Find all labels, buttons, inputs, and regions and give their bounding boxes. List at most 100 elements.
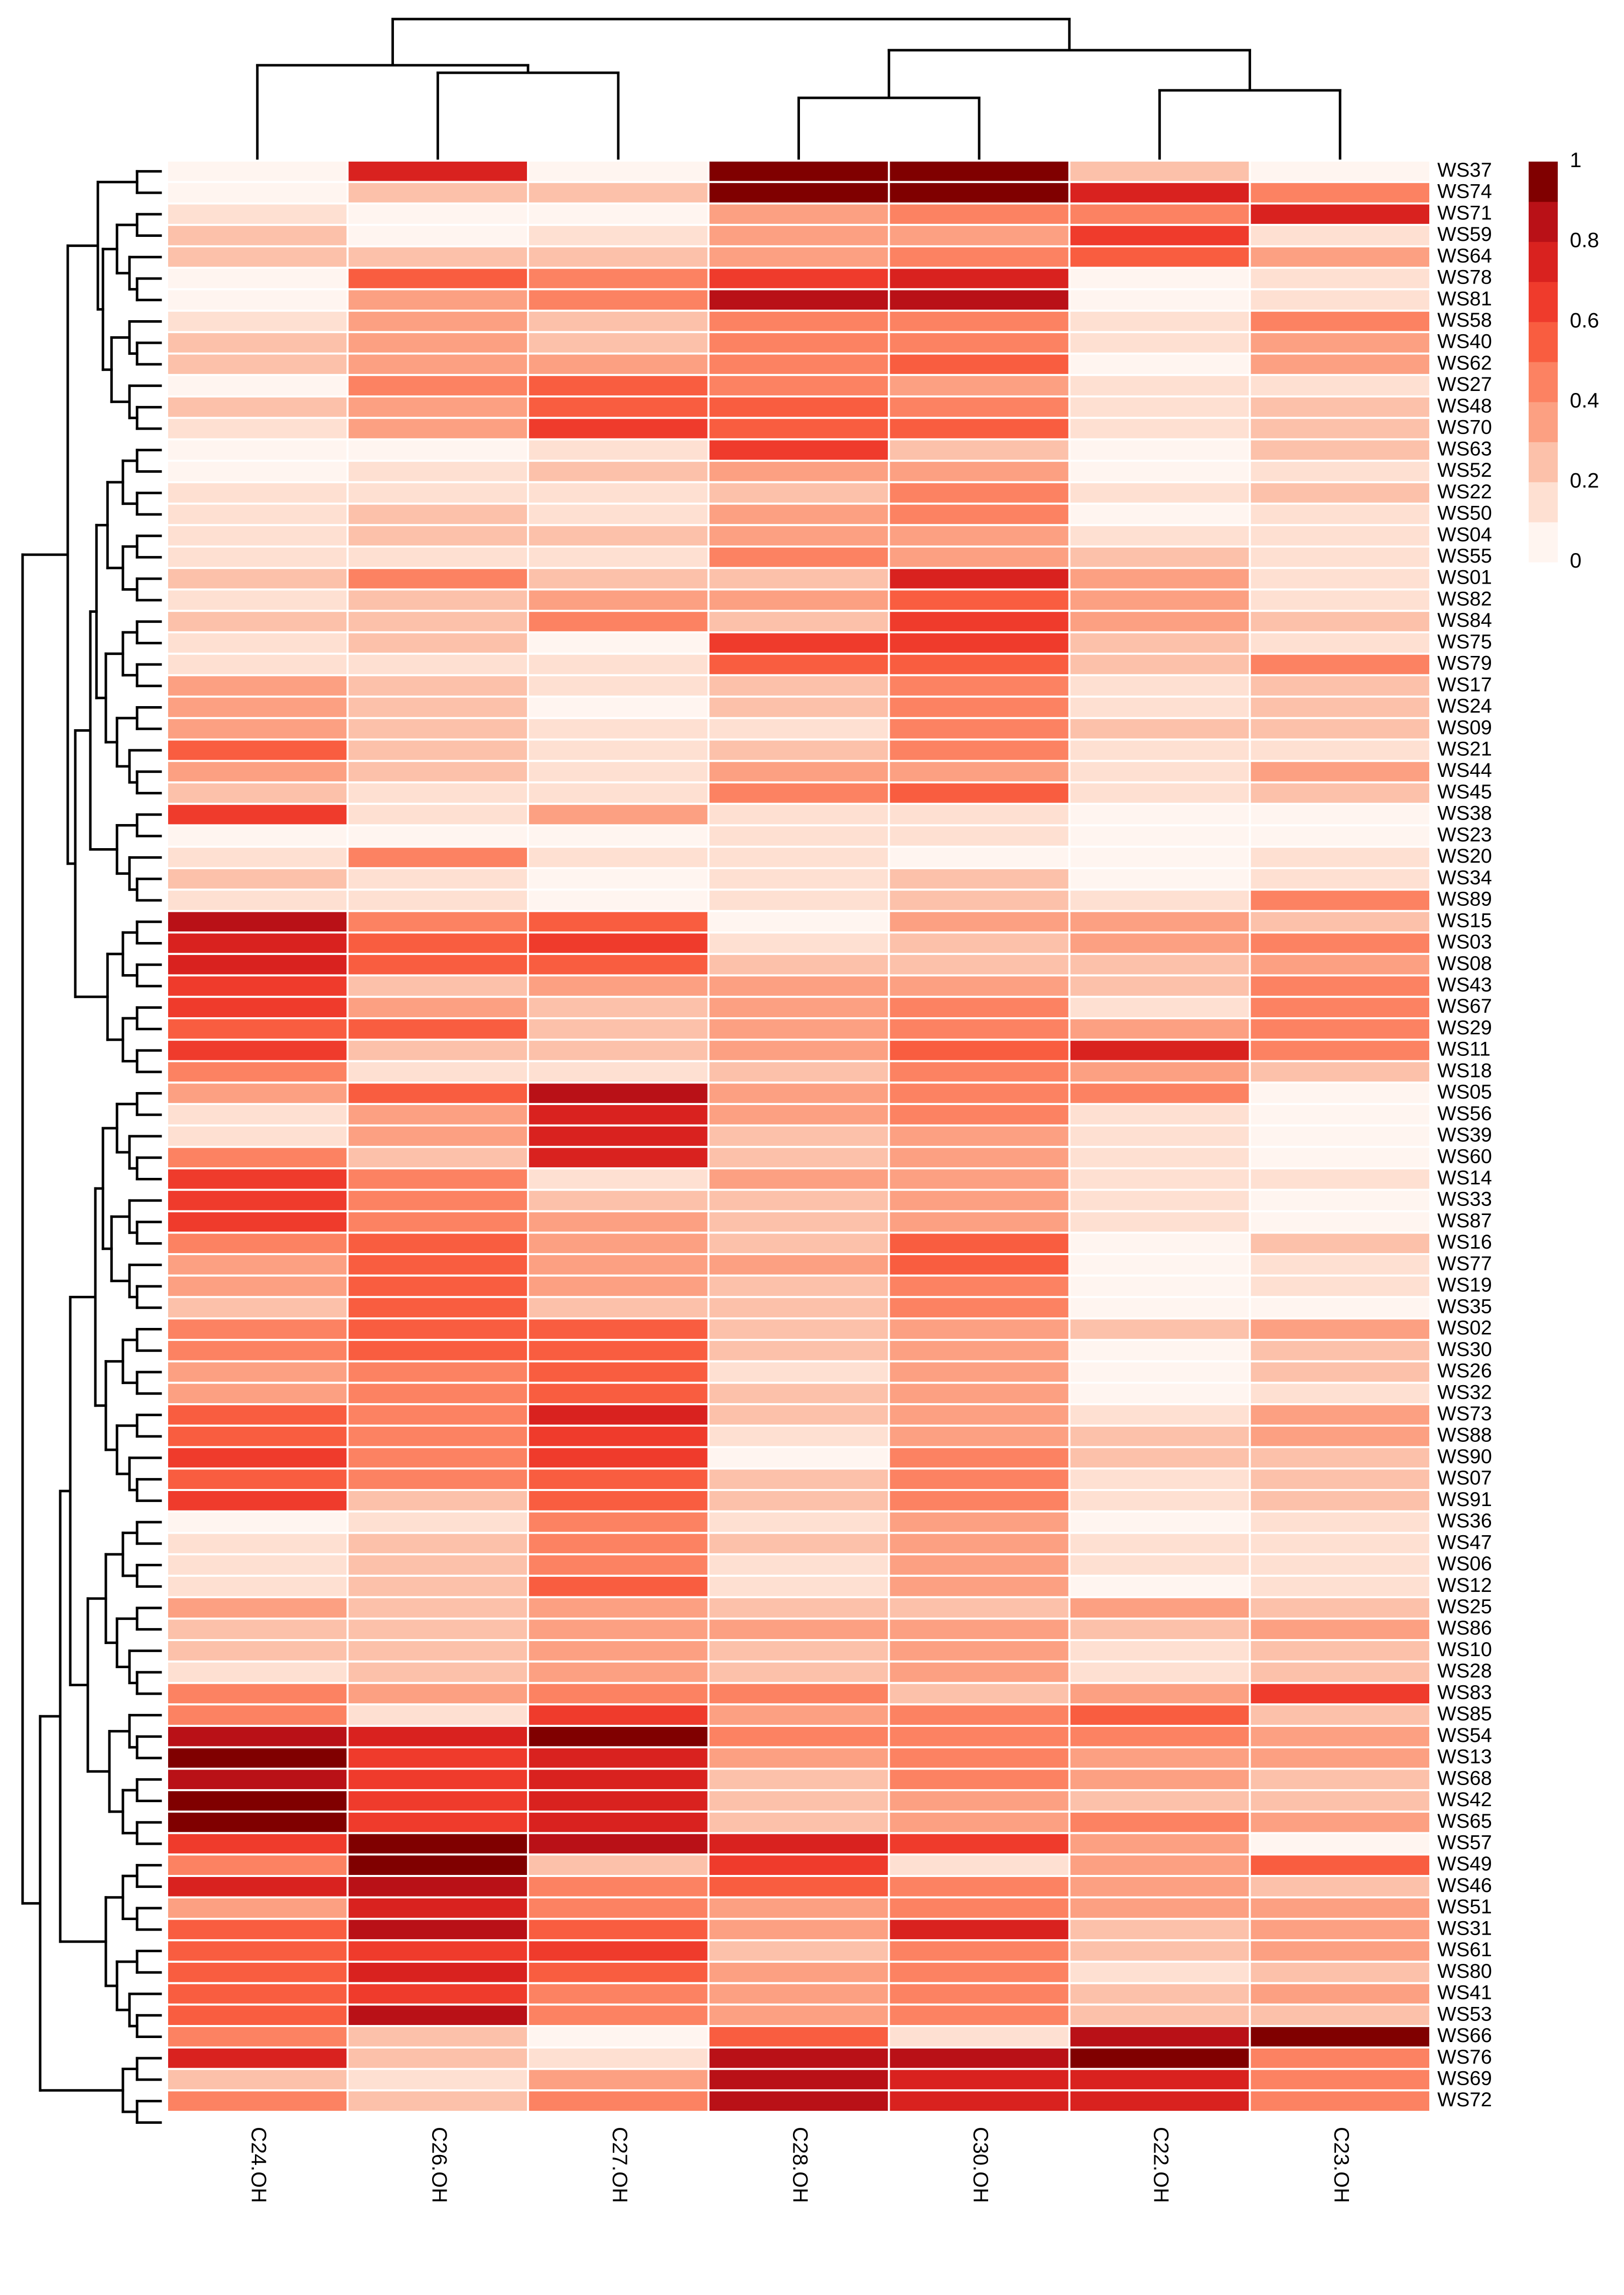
heatmap-cell <box>707 1768 890 1792</box>
heatmap-cell <box>527 1146 710 1170</box>
heatmap-cell <box>888 1832 1070 1856</box>
heatmap-cell <box>527 1768 710 1792</box>
heatmap-cell <box>888 245 1070 269</box>
row-label: WS41 <box>1437 1982 1492 2004</box>
heatmap-cell <box>888 1746 1070 1770</box>
heatmap-cell <box>346 1382 529 1406</box>
heatmap-cell <box>527 2003 710 2028</box>
heatmap-cell <box>346 674 529 698</box>
heatmap-cell <box>707 1360 890 1384</box>
heatmap-cell <box>1068 1253 1251 1277</box>
heatmap-cell <box>527 417 710 441</box>
heatmap-cell <box>1249 2046 1431 2070</box>
heatmap-cell <box>346 974 529 998</box>
heatmap-cell <box>1249 1810 1431 1834</box>
row-label: WS76 <box>1437 2046 1492 2068</box>
heatmap-cell <box>1249 1060 1431 1084</box>
heatmap-cell <box>166 717 349 741</box>
heatmap-cell <box>346 1253 529 1277</box>
heatmap-cell <box>1068 1639 1251 1663</box>
heatmap-cell <box>1249 1789 1431 1813</box>
heatmap-cell <box>527 1167 710 1191</box>
heatmap-cell <box>1068 1918 1251 1942</box>
heatmap-cell <box>346 652 529 677</box>
heatmap-cell <box>346 910 529 934</box>
row-label: WS44 <box>1437 759 1492 781</box>
heatmap-cell <box>1068 288 1251 312</box>
heatmap-cell <box>1068 888 1251 912</box>
heatmap-cell <box>166 2003 349 2028</box>
heatmap-cell <box>527 1939 710 1963</box>
heatmap-cell <box>166 245 349 269</box>
row-label: WS77 <box>1437 1253 1492 1275</box>
heatmap-cell <box>888 1574 1070 1598</box>
row-label: WS12 <box>1437 1574 1492 1596</box>
heatmap-cell <box>1249 310 1431 333</box>
heatmap-cell <box>1249 1703 1431 1727</box>
heatmap-cell <box>707 2046 890 2070</box>
heatmap-cell <box>707 1724 890 1748</box>
heatmap-cell <box>888 1660 1070 1684</box>
heatmap-cell <box>346 1832 529 1856</box>
row-label: WS15 <box>1437 909 1492 931</box>
heatmap-cell <box>1249 931 1431 955</box>
heatmap-cell <box>346 1875 529 1899</box>
heatmap-cell <box>346 2089 529 2113</box>
row-label: WS09 <box>1437 717 1492 739</box>
row-label: WS18 <box>1437 1059 1492 1082</box>
heatmap-cell <box>166 760 349 784</box>
row-label: WS49 <box>1437 1853 1492 1875</box>
heatmap-cell <box>888 1210 1070 1234</box>
heatmap-cell <box>527 524 710 548</box>
heatmap-cell <box>166 1724 349 1748</box>
heatmap-cell <box>888 781 1070 805</box>
heatmap-cell <box>1068 1446 1251 1470</box>
heatmap-cell <box>707 1639 890 1663</box>
heatmap-cell <box>527 1746 710 1770</box>
heatmap-cell <box>346 245 529 269</box>
heatmap-cell <box>1249 1746 1431 1770</box>
heatmap-cell <box>166 846 349 869</box>
heatmap-cell <box>527 1960 710 1984</box>
heatmap-cell <box>1068 738 1251 762</box>
heatmap-cell <box>1068 588 1251 612</box>
heatmap-cell <box>346 181 529 205</box>
heatmap-cell <box>346 567 529 591</box>
heatmap-cell <box>1249 1103 1431 1127</box>
heatmap-cell <box>1068 996 1251 1020</box>
heatmap-cell <box>527 1060 710 1084</box>
heatmap-cell <box>888 1896 1070 1920</box>
heatmap-cell <box>166 1532 349 1556</box>
column-labels: C24.OH C26.OH C27.OH C28.OH C30.OH C22.OH C23.… <box>247 2127 1354 2203</box>
heatmap-cell <box>888 824 1070 848</box>
heatmap-cell <box>346 331 529 355</box>
heatmap-cell <box>527 160 710 183</box>
heatmap-cell <box>888 1789 1070 1813</box>
heatmap-cell <box>1068 867 1251 891</box>
heatmap-cell <box>527 1274 710 1298</box>
row-label: WS60 <box>1437 1145 1492 1167</box>
heatmap-cell <box>707 1060 890 1084</box>
heatmap-cell <box>1249 1832 1431 1856</box>
heatmap-cell <box>527 2046 710 2070</box>
heatmap-cell <box>707 1338 890 1363</box>
heatmap-cell <box>1068 1167 1251 1191</box>
heatmap-cell <box>888 2046 1070 2070</box>
heatmap-cell <box>166 1188 349 1212</box>
heatmap-cell <box>166 417 349 441</box>
heatmap-cell <box>166 1124 349 1148</box>
heatmap-cell <box>707 481 890 505</box>
row-label: WS35 <box>1437 1295 1492 1317</box>
heatmap-cell <box>166 1446 349 1470</box>
heatmap-cell <box>1249 867 1431 891</box>
heatmap-cell <box>1249 546 1431 569</box>
heatmap-cell <box>888 2089 1070 2113</box>
heatmap-cell <box>1249 460 1431 483</box>
heatmap-cell <box>1249 1982 1431 2006</box>
heatmap-cell <box>166 1017 349 1041</box>
heatmap-cell <box>707 1296 890 1320</box>
heatmap-cell <box>888 1467 1070 1491</box>
heatmap-cell <box>1068 1424 1251 1448</box>
heatmap-cell <box>166 1296 349 1320</box>
heatmap-cell <box>888 202 1070 226</box>
